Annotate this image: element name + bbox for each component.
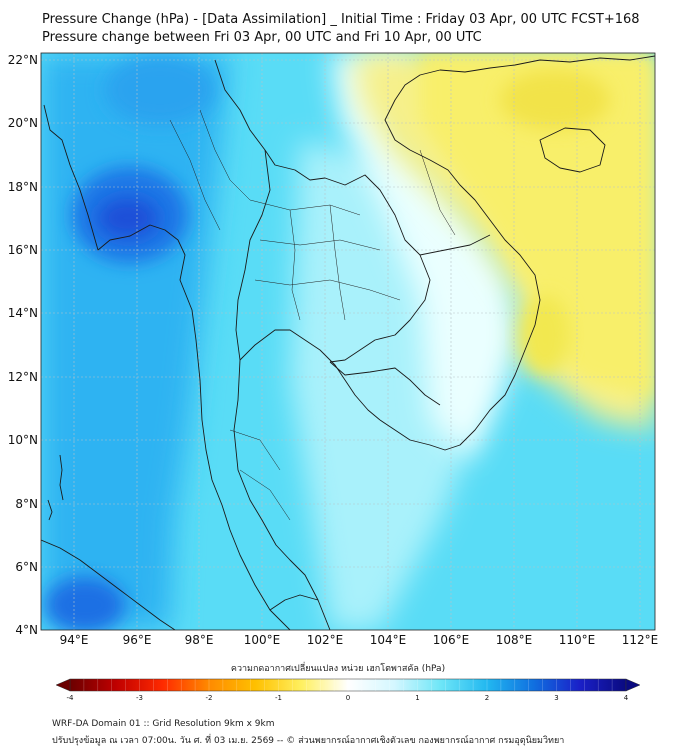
footer-update-info: ปรับปรุงข้อมูล ณ เวลา 07:00น. วัน ศ. ที่… (52, 736, 565, 746)
colorbar-tick-label: -4 (67, 694, 75, 702)
pressure-field (41, 53, 655, 630)
country-borders (214, 59, 431, 363)
colorbar-tick-label: -3 (136, 694, 143, 702)
colorbar-min-extend (55, 678, 71, 692)
lon-tick-label: 98°E (185, 633, 214, 647)
lat-tick-label: 10°N (8, 433, 38, 447)
colorbar-max-extend (625, 678, 641, 692)
colorbar-tick-label: -1 (275, 694, 282, 702)
lon-tick-label: 102°E (307, 633, 344, 647)
latitude-ticks: 22°N 20°N 18°N 16°N 14°N 12°N 10°N 8°N 6… (8, 53, 38, 637)
colorbar-caption: ความกดอากาศเปลี่ยนแปลง หน่วย เฮกโตพาสคัล… (230, 664, 446, 674)
lat-tick-label: 18°N (8, 180, 38, 194)
province-borders (169, 109, 456, 521)
lon-tick-label: 106°E (433, 633, 470, 647)
colorbar: -4 -3 -2 -1 0 1 2 3 4 (55, 678, 641, 702)
colorbar-tick-label: 4 (624, 694, 629, 702)
lat-tick-label: 16°N (8, 243, 38, 257)
colorbar-tick-label: 2 (485, 694, 489, 702)
lat-tick-label: 14°N (8, 306, 38, 320)
colorbar-tick-label: 1 (415, 694, 419, 702)
plot-frame (40, 52, 656, 631)
vietnam-coast (379, 69, 541, 451)
gulf-coast (239, 329, 381, 421)
lon-tick-label: 94°E (60, 633, 89, 647)
lon-tick-label: 110°E (559, 633, 596, 647)
longitude-ticks: 94°E 96°E 98°E 100°E 102°E 104°E 106°E 1… (60, 633, 659, 647)
gridlines (41, 53, 655, 630)
lat-tick-label: 4°N (15, 623, 38, 637)
china-coast (439, 55, 655, 73)
lat-tick-label: 22°N (8, 53, 38, 67)
coastlines-borders (41, 55, 655, 630)
colorbar-tick-label: 0 (346, 694, 350, 702)
lon-tick-label: 100°E (244, 633, 281, 647)
colorbar-tick-label: 3 (554, 694, 558, 702)
myanmar-coast (43, 104, 291, 630)
lon-tick-label: 112°E (622, 633, 659, 647)
sumatra-coast (41, 539, 176, 630)
lat-tick-label: 20°N (8, 116, 38, 130)
chart-title: Pressure Change (hPa) - [Data Assimilati… (42, 12, 640, 27)
lat-tick-label: 6°N (15, 560, 38, 574)
hainan-island (539, 127, 606, 173)
lon-tick-label: 96°E (123, 633, 152, 647)
chart-subtitle: Pressure change between Fri 03 Apr, 00 U… (42, 30, 482, 45)
lon-tick-label: 104°E (370, 633, 407, 647)
lon-tick-label: 108°E (496, 633, 533, 647)
andaman-islands (59, 454, 64, 501)
peninsula-east-coast (233, 359, 331, 630)
footer-domain-info: WRF-DA Domain 01 :: Grid Resolution 9km … (52, 719, 275, 729)
lat-tick-label: 8°N (15, 497, 38, 511)
lat-tick-label: 12°N (8, 370, 38, 384)
colorbar-tick-label: -2 (206, 694, 213, 702)
